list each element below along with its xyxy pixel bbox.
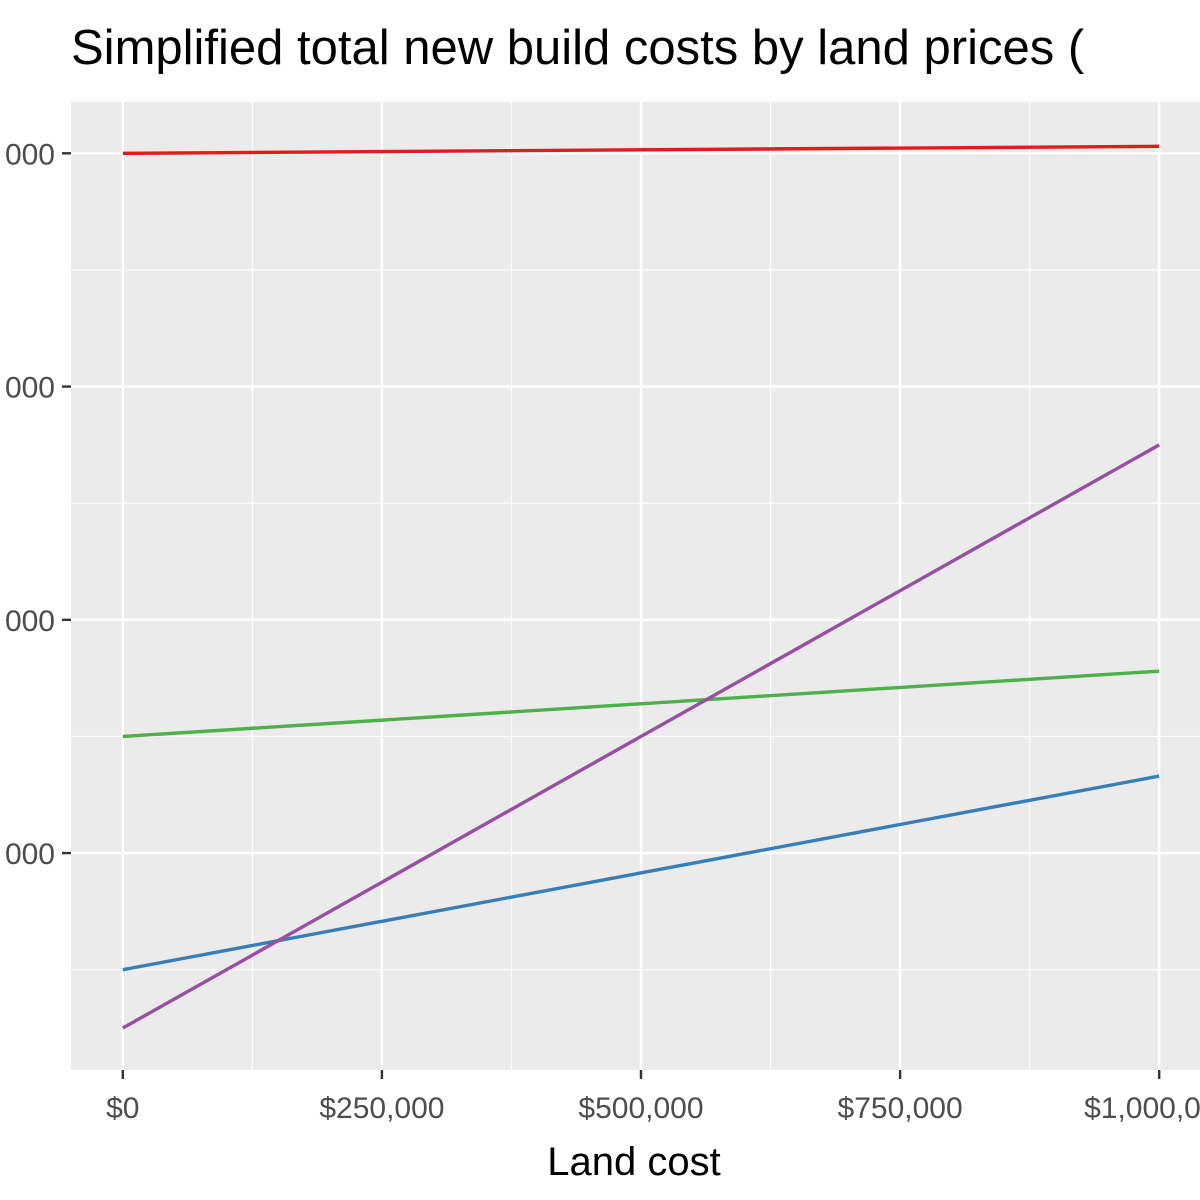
x-tick-label: $1,000,000 (1084, 1092, 1200, 1125)
y-tick-label: 000 (5, 138, 55, 171)
series-line-4 (121, 443, 1161, 1030)
series-line-3 (122, 774, 1160, 972)
series-lines (121, 144, 1161, 1030)
x-tick-label: $500,000 (578, 1092, 703, 1125)
x-tick-label: $750,000 (838, 1092, 963, 1125)
chart-title: Simplified total new build costs by land… (71, 21, 1085, 75)
y-tick-label: 000 (5, 838, 55, 871)
x-axis: $0 $250,000 $500,000 $750,000 $1,000,000 (106, 1070, 1200, 1125)
series-line-1 (122, 144, 1160, 156)
x-axis-title: Land cost (547, 1140, 720, 1184)
y-tick-label: 000 (5, 372, 55, 405)
series-line-2 (122, 669, 1160, 739)
x-tick-label: $0 (106, 1092, 139, 1125)
major-grid (71, 102, 1200, 1070)
y-axis: 000 000 000 000 (5, 138, 71, 871)
y-tick-label: 000 (5, 605, 55, 638)
plot-panel (71, 102, 1200, 1070)
x-tick-label: $250,000 (319, 1092, 444, 1125)
